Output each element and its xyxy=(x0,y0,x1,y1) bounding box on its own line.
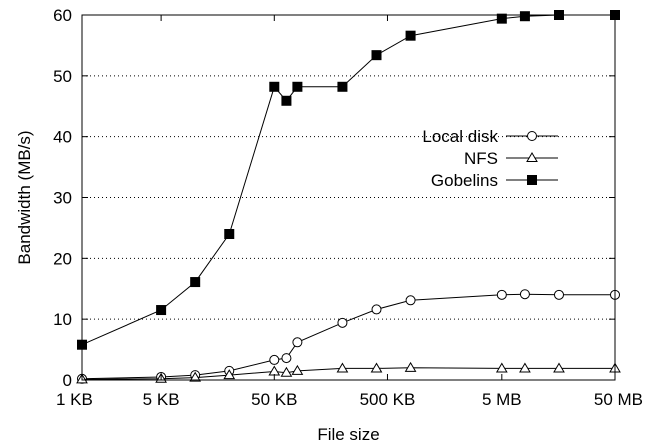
data-point-local-disk xyxy=(292,337,303,348)
y-tick-label: 10 xyxy=(53,310,72,329)
data-point-gobelins xyxy=(371,50,382,61)
data-point-gobelins xyxy=(519,11,530,22)
data-point-gobelins xyxy=(292,81,303,92)
data-point-nfs xyxy=(189,371,202,382)
y-tick-label: 50 xyxy=(53,67,72,86)
legend-label-gobelins: Gobelins xyxy=(431,171,498,190)
data-point-nfs xyxy=(519,362,531,373)
data-point-nfs xyxy=(280,366,293,377)
series-local-disk xyxy=(77,289,620,384)
data-point-local-disk xyxy=(405,295,416,306)
y-tick-label: 0 xyxy=(63,371,72,390)
x-tick-label: 50 MB xyxy=(594,390,643,409)
data-point-gobelins xyxy=(156,305,167,316)
data-point-local-disk xyxy=(269,354,280,365)
data-point-nfs xyxy=(291,364,304,375)
x-tick-label: 5 MB xyxy=(482,390,522,409)
legend-marker-local-disk xyxy=(527,131,537,141)
series-line-nfs xyxy=(81,367,615,380)
y-tick-label: 60 xyxy=(53,6,72,25)
data-point-local-disk xyxy=(519,289,530,300)
data-point-local-disk xyxy=(371,304,382,315)
data-point-gobelins xyxy=(224,229,235,239)
data-point-nfs xyxy=(404,361,417,372)
x-axis-title: File size xyxy=(317,425,379,444)
axis-ticks: 0 10 20 30 40 50 60 1 KB 5 KB 50 KB 500 KB 5 MB 50 M… xyxy=(53,6,643,409)
data-point-local-disk xyxy=(337,317,348,328)
data-point-nfs xyxy=(370,362,383,373)
y-tick-label: 20 xyxy=(53,249,72,268)
y-tick-label: 40 xyxy=(53,128,72,147)
x-tick-label: 50 KB xyxy=(251,390,297,409)
data-point-nfs xyxy=(223,369,236,380)
data-point-gobelins xyxy=(281,95,292,106)
data-point-gobelins xyxy=(405,30,416,41)
data-point-local-disk xyxy=(553,289,564,300)
data-point-local-disk xyxy=(281,353,292,364)
x-tick-label: 5 KB xyxy=(143,390,180,409)
x-tick-label: 1 KB xyxy=(56,390,93,409)
data-point-nfs xyxy=(268,365,281,376)
legend-marker-nfs xyxy=(526,152,538,162)
y-axis-title: Bandwidth (MB/s) xyxy=(15,130,34,264)
x-tick-label: 500 KB xyxy=(360,390,416,409)
data-point-gobelins xyxy=(337,81,348,92)
data-point-nfs xyxy=(553,362,565,373)
plot-frame xyxy=(81,14,616,381)
legend-marker-gobelins xyxy=(527,175,537,185)
legend-label-nfs: NFS xyxy=(464,149,498,168)
series-layer xyxy=(76,10,621,384)
data-point-nfs xyxy=(495,362,508,373)
legend-label-local-disk: Local disk xyxy=(422,127,498,146)
data-point-local-disk xyxy=(496,289,507,300)
data-point-gobelins xyxy=(269,81,280,92)
grid-lines xyxy=(82,75,615,320)
data-point-nfs xyxy=(336,362,349,373)
data-point-gobelins xyxy=(190,277,201,288)
y-tick-label: 30 xyxy=(53,189,72,208)
legend: Local disk NFS Gobelins xyxy=(422,127,558,190)
